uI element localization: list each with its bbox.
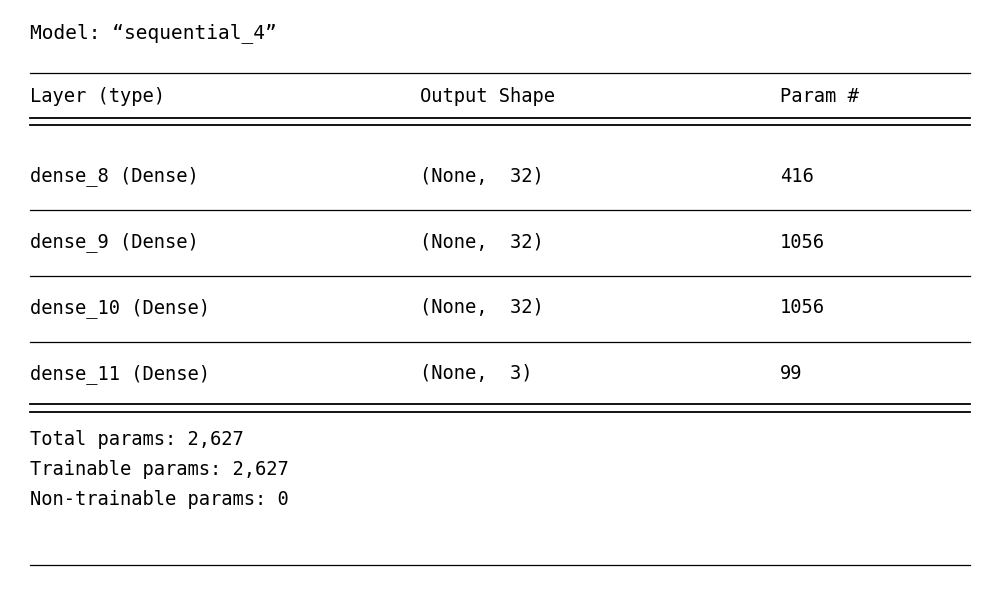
Text: Trainable params: 2,627: Trainable params: 2,627	[30, 460, 289, 479]
Text: (None,  32): (None, 32)	[420, 233, 544, 252]
Text: 1056: 1056	[780, 298, 825, 318]
Text: Total params: 2,627: Total params: 2,627	[30, 430, 244, 449]
Text: dense_10 (Dense): dense_10 (Dense)	[30, 298, 210, 318]
Text: (None,  3): (None, 3)	[420, 364, 532, 383]
Text: Non-trainable params: 0: Non-trainable params: 0	[30, 490, 289, 509]
Text: dense_9 (Dense): dense_9 (Dense)	[30, 232, 199, 252]
Text: Output Shape: Output Shape	[420, 87, 555, 106]
Text: (None,  32): (None, 32)	[420, 298, 544, 318]
Text: Model: “sequential_4”: Model: “sequential_4”	[30, 23, 277, 43]
Text: dense_8 (Dense): dense_8 (Dense)	[30, 166, 199, 187]
Text: 416: 416	[780, 167, 814, 186]
Text: 99: 99	[780, 364, 802, 383]
Text: 1056: 1056	[780, 233, 825, 252]
Text: (None,  32): (None, 32)	[420, 167, 544, 186]
Text: Layer (type): Layer (type)	[30, 87, 165, 106]
Text: dense_11 (Dense): dense_11 (Dense)	[30, 364, 210, 384]
Text: Param #: Param #	[780, 87, 859, 106]
